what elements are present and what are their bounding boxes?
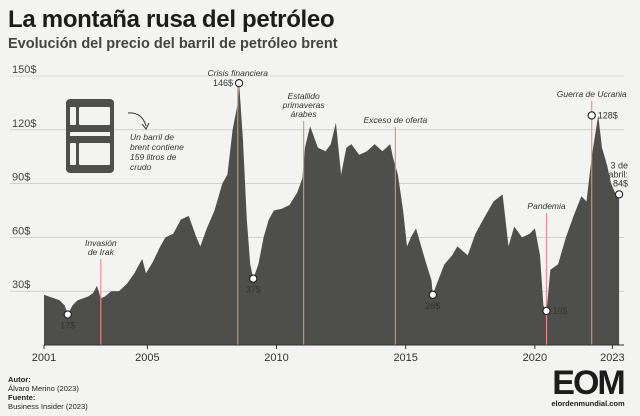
y-tick-label: 30$ [12,279,30,291]
y-tick-label: 60$ [12,225,30,237]
x-tick-label: 2010 [264,352,288,364]
x-tick-label: 2020 [523,352,547,364]
data-point-marker [614,190,624,199]
data-label: 28$ [425,301,440,311]
event-label: Guerra de Ucrania [557,89,627,99]
x-tick-label: 2005 [135,352,159,364]
y-tick-label: 150$ [12,64,36,76]
eom-logo: EOM elordenmundial.com [540,366,636,412]
barrel-arrowhead-icon [141,122,150,130]
author: Álvaro Merino (2023) [8,384,79,393]
event-label: Invasión [85,238,117,248]
source-label: Fuente: [8,393,36,402]
event-label: Exceso de oferta [363,115,427,125]
event-label: Pandemia [527,201,566,211]
data-point-marker [63,310,72,319]
data-point-marker [249,274,258,283]
event-label: Estallido [288,91,320,101]
x-tick-label: 2015 [393,352,417,364]
data-label: 128$ [598,110,618,120]
credits: Autor: Álvaro Merino (2023) Fuente: Busi… [8,375,88,411]
data-point-marker [234,79,244,88]
data-label: 3 de [610,160,628,170]
data-label: 146$ [213,78,233,88]
x-tick-label: 2023 [600,352,624,364]
data-label: abril: [608,169,628,179]
data-point-marker [428,290,437,299]
barrel-icon [66,99,114,173]
author-label: Autor: [8,375,31,384]
y-tick-label: 120$ [12,118,36,130]
price-area [44,83,620,345]
logo-url: elordenmundial.com [551,399,625,408]
data-label: 19$ [552,306,567,316]
axes: 30$ 60$ 90$ 120$ 150$ 2001 2005 2010 2015 2020 202… [12,64,625,364]
event-label: Crisis financiera [208,68,269,78]
event-label: primaveras [282,100,326,110]
data-label: 84$ [613,178,628,188]
data-point-marker [587,111,596,120]
barrel-note-line: brent contiene [130,142,184,152]
event-label: árabes [291,109,318,119]
y-tick-label: 90$ [12,172,30,184]
data-point-marker [542,306,551,316]
price-series-area [44,83,620,345]
barrel-note: Un barril de brent contiene 159 litros d… [130,132,186,172]
chart-title: La montaña rusa del petróleo [8,6,335,33]
x-tick-label: 2001 [32,352,56,364]
logo-text: EOM [552,364,625,402]
barrel-note-line: crudo [130,162,152,172]
data-label: 17$ [60,321,75,331]
barrel-arrow-icon [127,112,147,127]
barrel-note-line: Un barril de [130,132,174,142]
data-label: 37$ [246,285,261,295]
source: Business Insider (2023) [8,402,88,411]
chart-subtitle: Evolución del precio del barril de petró… [8,36,338,52]
barrel-note-line: 159 litros de [130,152,177,162]
event-label: de Irak [88,247,115,257]
